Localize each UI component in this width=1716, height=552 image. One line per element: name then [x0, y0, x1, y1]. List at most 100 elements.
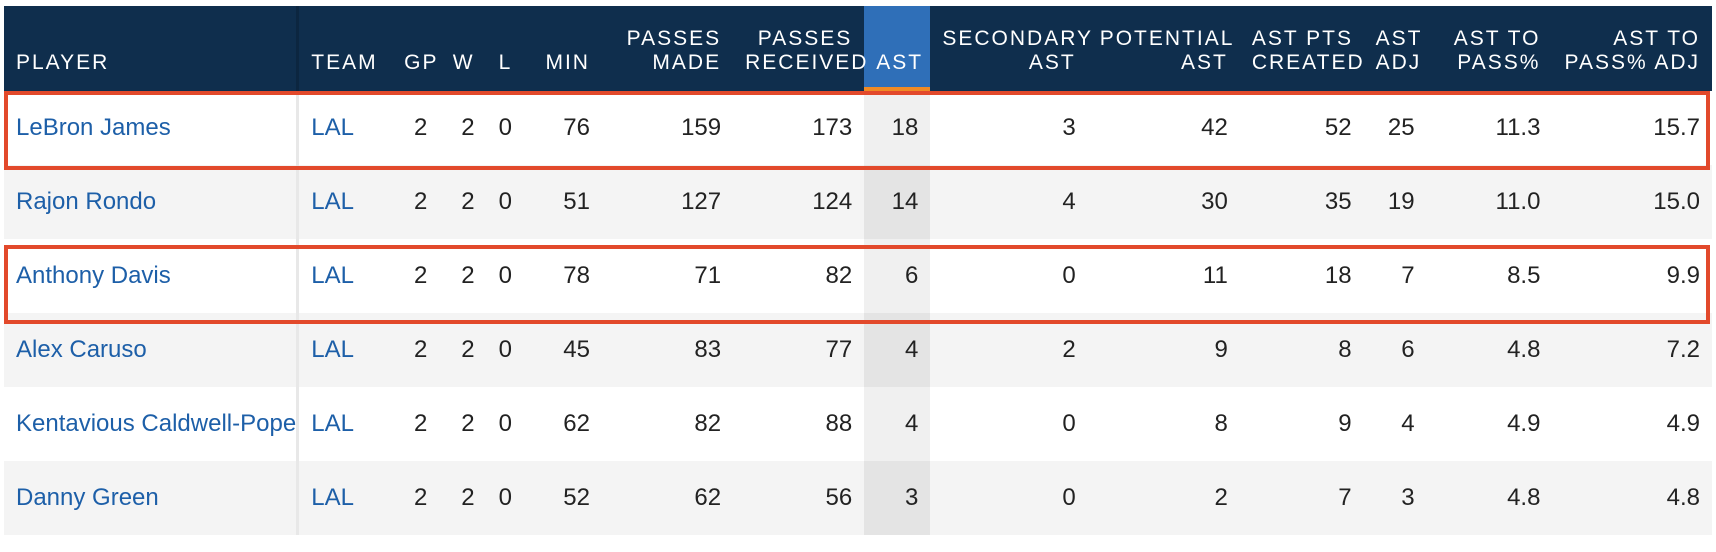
cell-ast-pts-created: 9: [1239, 387, 1364, 461]
cell-ast-adj: 25: [1363, 91, 1427, 165]
cell-gp: 2: [392, 461, 440, 535]
cell-ast-adj: 19: [1363, 165, 1427, 239]
cell-ast-to-pass: 4.8: [1426, 313, 1553, 387]
header-ast-sorted[interactable]: AST: [864, 6, 931, 91]
table-row: Rajon Rondo LAL 2 2 0 51 127 124 14 4 30 35 19 11.0 15…: [4, 165, 1712, 239]
cell-ast-adj: 4: [1363, 387, 1427, 461]
cell-secondary-ast: 0: [930, 461, 1088, 535]
header-potential-ast[interactable]: POTENTIAL AST: [1087, 6, 1240, 91]
cell-team[interactable]: LAL: [296, 239, 393, 313]
cell-potential-ast: 9: [1087, 313, 1240, 387]
header-player[interactable]: PLAYER: [4, 6, 298, 91]
header-w[interactable]: W: [439, 6, 487, 91]
cell-ast: 14: [864, 165, 931, 239]
table-row: Kentavious Caldwell-Pope LAL 2 2 0 62 82 88 4 0 8 9…: [4, 387, 1712, 461]
passing-stats-table: PLAYER TEAM GP W L MIN PASSES MADE PASSES…: [4, 6, 1712, 535]
cell-passes-received: 124: [733, 165, 865, 239]
header-secondary-ast[interactable]: SECONDARY AST: [930, 6, 1091, 91]
cell-ast-to-pass-adj: 7.2: [1552, 313, 1712, 387]
cell-ast-adj: 7: [1363, 239, 1427, 313]
header-team[interactable]: TEAM: [296, 6, 393, 91]
cell-player[interactable]: Alex Caruso: [4, 313, 298, 387]
cell-ast: 4: [864, 313, 931, 387]
cell-passes-made: 62: [601, 461, 734, 535]
header-passes-received[interactable]: PASSES RECEIVED: [733, 6, 866, 91]
cell-w: 2: [439, 461, 487, 535]
cell-player[interactable]: Kentavious Caldwell-Pope: [4, 387, 298, 461]
cell-ast-pts-created: 7: [1239, 461, 1364, 535]
cell-ast-to-pass: 4.9: [1426, 387, 1553, 461]
cell-team[interactable]: LAL: [296, 313, 393, 387]
cell-ast-to-pass-adj: 9.9: [1552, 239, 1712, 313]
cell-gp: 2: [392, 387, 440, 461]
cell-min: 45: [523, 313, 602, 387]
cell-secondary-ast: 2: [930, 313, 1088, 387]
cell-ast-to-pass-adj: 4.8: [1552, 461, 1712, 535]
cell-min: 78: [523, 239, 602, 313]
cell-gp: 2: [392, 313, 440, 387]
header-ast-to-pass[interactable]: AST TO PASS%: [1426, 6, 1553, 91]
cell-ast-pts-created: 18: [1239, 239, 1364, 313]
cell-passes-made: 127: [601, 165, 734, 239]
cell-passes-made: 82: [601, 387, 734, 461]
cell-potential-ast: 11: [1087, 239, 1240, 313]
cell-passes-made: 159: [601, 91, 734, 165]
cell-potential-ast: 2: [1087, 461, 1240, 535]
cell-passes-received: 56: [733, 461, 865, 535]
cell-passes-received: 82: [733, 239, 865, 313]
cell-passes-made: 71: [601, 239, 734, 313]
cell-ast-to-pass: 11.3: [1426, 91, 1553, 165]
cell-ast-to-pass-adj: 15.0: [1552, 165, 1712, 239]
cell-team[interactable]: LAL: [296, 165, 393, 239]
cell-l: 0: [486, 461, 524, 535]
header-ast-pts-created[interactable]: AST PTS CREATED: [1239, 6, 1364, 91]
cell-player[interactable]: Danny Green: [4, 461, 298, 535]
cell-team[interactable]: LAL: [296, 91, 393, 165]
cell-secondary-ast: 3: [930, 91, 1088, 165]
header-row: PLAYER TEAM GP W L MIN PASSES MADE PASSES…: [4, 6, 1712, 91]
header-ast-adj[interactable]: AST ADJ: [1363, 6, 1427, 91]
cell-player[interactable]: Anthony Davis: [4, 239, 298, 313]
cell-ast-to-pass: 8.5: [1426, 239, 1553, 313]
cell-ast-adj: 3: [1363, 461, 1427, 535]
cell-w: 2: [439, 165, 487, 239]
cell-secondary-ast: 4: [930, 165, 1088, 239]
table-row: Anthony Davis LAL 2 2 0 78 71 82 6 0 11 18 7 8.5 9.9: [4, 239, 1712, 313]
cell-min: 51: [523, 165, 602, 239]
cell-team[interactable]: LAL: [296, 387, 393, 461]
cell-gp: 2: [392, 91, 440, 165]
cell-potential-ast: 30: [1087, 165, 1240, 239]
header-gp[interactable]: GP: [392, 6, 440, 91]
cell-potential-ast: 42: [1087, 91, 1240, 165]
cell-ast-adj: 6: [1363, 313, 1427, 387]
cell-passes-received: 77: [733, 313, 865, 387]
cell-ast-to-pass: 4.8: [1426, 461, 1553, 535]
table-row: Danny Green LAL 2 2 0 52 62 56 3 0 2 7 3 4.8 4.8: [4, 461, 1712, 535]
cell-l: 0: [486, 165, 524, 239]
header-passes-made[interactable]: PASSES MADE: [601, 6, 734, 91]
cell-min: 62: [523, 387, 602, 461]
cell-l: 0: [486, 387, 524, 461]
header-l[interactable]: L: [486, 6, 524, 91]
cell-ast-to-pass-adj: 4.9: [1552, 387, 1712, 461]
cell-ast: 18: [864, 91, 931, 165]
header-ast-to-pass-adj[interactable]: AST TO PASS% ADJ: [1552, 6, 1712, 91]
header-min[interactable]: MIN: [523, 6, 602, 91]
table-row: LeBron James LAL 2 2 0 76 159 173 18 3 42 52 25 11.3 1…: [4, 91, 1712, 165]
cell-w: 2: [439, 313, 487, 387]
cell-min: 52: [523, 461, 602, 535]
cell-ast-pts-created: 52: [1239, 91, 1364, 165]
cell-potential-ast: 8: [1087, 387, 1240, 461]
cell-passes-made: 83: [601, 313, 734, 387]
cell-player[interactable]: LeBron James: [4, 91, 298, 165]
cell-gp: 2: [392, 165, 440, 239]
cell-w: 2: [439, 239, 487, 313]
table-row: Alex Caruso LAL 2 2 0 45 83 77 4 2 9 8 6 4.8 7.2: [4, 313, 1712, 387]
cell-passes-received: 173: [733, 91, 865, 165]
cell-player[interactable]: Rajon Rondo: [4, 165, 298, 239]
cell-w: 2: [439, 387, 487, 461]
cell-min: 76: [523, 91, 602, 165]
cell-team[interactable]: LAL: [296, 461, 393, 535]
cell-l: 0: [486, 239, 524, 313]
